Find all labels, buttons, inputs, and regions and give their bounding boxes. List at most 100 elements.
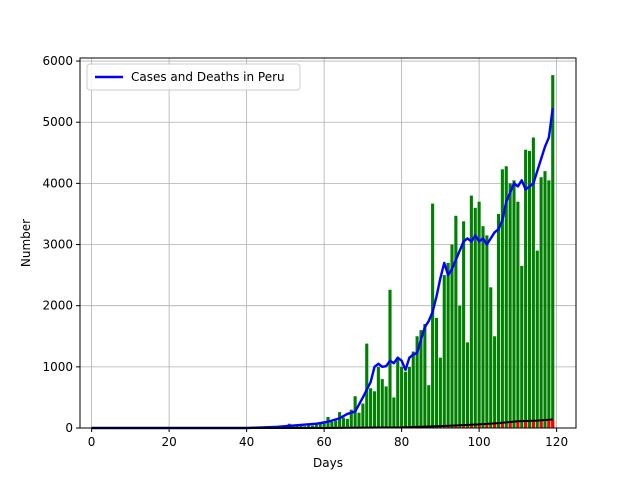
deaths-bar [485,423,489,428]
cases-bar [477,201,481,428]
cases-bar [299,424,303,428]
cases-bar [462,221,466,428]
deaths-bar [493,422,497,428]
cases-bar [527,150,532,428]
cases-bar [473,207,477,428]
cases-bar [504,166,508,429]
cases-bar [415,336,419,428]
cases-bar [365,343,369,428]
cases-bar [361,403,365,428]
x-tick-label: 100 [468,435,491,449]
cases-bar [427,385,431,428]
cases-bar [547,180,551,428]
cases-bar [493,336,497,428]
cases-line [91,107,554,430]
deaths-bar [454,425,458,428]
cases-bar [531,137,535,428]
cases-bar [481,226,485,428]
cases-bar [411,351,415,428]
cases-bar [485,235,489,428]
y-tick-label: 4000 [42,176,73,190]
cases-bar [512,180,516,428]
cases-bar [520,265,524,428]
cases-bar [458,305,462,428]
cases-bar [384,386,388,428]
cases-bar [318,422,322,428]
legend-box [86,63,301,91]
cases-bar [516,201,520,428]
y-axis-ticks: 0 1000 2000 3000 4000 5000 6000 [42,54,80,435]
cases-bar [400,366,404,428]
cases-bar [423,324,427,428]
cases-bar [388,289,392,428]
x-tick-label: 40 [239,435,254,449]
cases-bar [345,418,349,428]
cases-bar [396,357,400,428]
cases-bar [392,397,396,428]
cases-bar [307,424,311,428]
y-tick-label: 6000 [42,54,73,68]
deaths-bars [400,419,555,428]
cases-bar [551,75,555,429]
x-tick-label: 80 [394,435,409,449]
x-tick-label: 60 [316,435,331,449]
cases-bar [496,213,501,428]
cases-bar [349,409,353,428]
deaths-bar [500,422,504,428]
cases-bar [434,317,439,428]
cases-bar [500,169,504,428]
x-tick-label: 120 [545,435,568,449]
cases-bar [341,417,346,428]
cases-bar [357,412,361,428]
cases-bar [330,421,334,428]
cases-bar [338,412,342,428]
y-axis-label: Number [19,219,33,267]
cases-bar [535,250,539,428]
cases-bar [442,275,446,428]
cases-bar [524,149,528,428]
cases-bar [469,195,473,428]
cases-bar [431,203,435,428]
legend: Cases and Deaths in Peru [86,63,301,91]
deaths-bar [516,421,520,428]
y-tick-label: 5000 [42,115,73,129]
cases-bar [372,391,377,428]
cases-bar [403,371,408,428]
cases-bar [454,215,458,428]
cases-bar [310,425,315,428]
deaths-bar [477,423,481,428]
deaths-bar [531,420,535,428]
x-tick-label: 20 [161,435,176,449]
cases-bar [489,287,493,428]
deaths-bar [539,420,543,428]
cases-bar [334,420,338,428]
cases-bar [539,177,543,428]
cases-bar [543,171,547,428]
y-tick-label: 2000 [42,299,73,313]
cases-bar [465,342,470,428]
cases-bars [264,75,555,429]
x-axis-ticks: 0 20 40 60 80 100 120 [88,428,568,449]
x-axis-label: Days [313,456,343,470]
deaths-bar [524,421,528,428]
cases-bar [419,330,423,428]
y-tick-label: 3000 [42,238,73,252]
cases-bar [508,183,512,428]
deaths-bar [551,419,555,428]
x-tick-label: 0 [88,435,96,449]
deaths-bar [469,424,473,428]
cases-bar [314,423,318,428]
deaths-bar [547,420,551,428]
y-tick-label: 1000 [42,360,73,374]
deaths-bar [462,424,466,428]
cases-bar [438,357,442,428]
y-tick-label: 0 [65,421,73,435]
cases-bar [369,388,373,428]
plot-frame [79,57,577,429]
cases-bar [380,379,384,428]
cases-bar [376,366,380,428]
legend-label: Cases and Deaths in Peru [131,70,285,84]
cases-bar [446,262,450,428]
deaths-bar [508,422,512,428]
